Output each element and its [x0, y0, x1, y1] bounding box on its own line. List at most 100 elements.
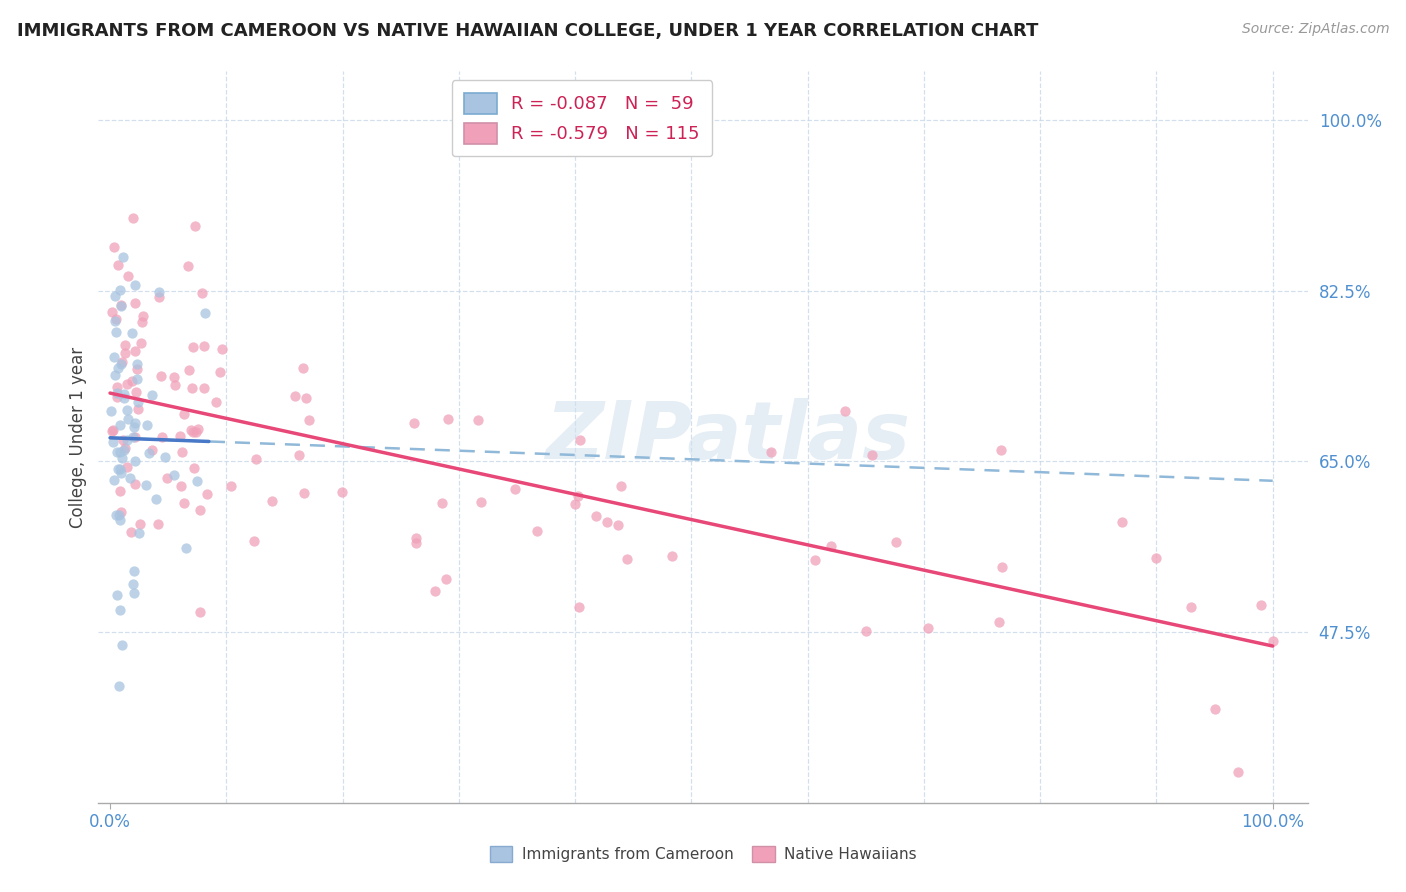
Point [191, 285, 214, 300]
Point [209, 364, 232, 378]
Point [122, 211, 145, 225]
Point [129, 516, 152, 531]
Point [124, 454, 146, 468]
Point [105, 380, 128, 394]
Point [141, 387, 163, 401]
Point [165, 378, 187, 392]
Point [114, 337, 136, 351]
Point [187, 422, 209, 436]
Legend: Immigrants from Cameroon, Native Hawaiians: Immigrants from Cameroon, Native Hawaiia… [484, 840, 922, 868]
Point [526, 524, 548, 538]
Point [434, 572, 457, 586]
Point [610, 478, 633, 492]
Point [195, 486, 218, 500]
Point [125, 372, 148, 386]
Point [759, 444, 782, 458]
Point [115, 377, 138, 392]
Point [117, 433, 139, 447]
Point [103, 474, 125, 488]
Point [1144, 551, 1167, 566]
Point [108, 679, 131, 693]
Point [181, 425, 204, 439]
Point [108, 603, 131, 617]
Point [104, 288, 127, 302]
Point [135, 418, 157, 433]
Point [205, 395, 228, 409]
Y-axis label: College, Under 1 year: College, Under 1 year [69, 346, 87, 528]
Point [405, 536, 427, 550]
Point [138, 446, 160, 460]
Point [103, 351, 125, 365]
Point [1111, 516, 1133, 530]
Point [121, 374, 143, 388]
Point [115, 459, 138, 474]
Point [188, 502, 211, 516]
Point [183, 461, 205, 475]
Point [148, 290, 170, 304]
Point [124, 278, 146, 293]
Point [124, 476, 146, 491]
Point [128, 525, 150, 540]
Text: ZIPatlas: ZIPatlas [544, 398, 910, 476]
Text: IMMIGRANTS FROM CAMEROON VS NATIVE HAWAIIAN COLLEGE, UNDER 1 YEAR CORRELATION CH: IMMIGRANTS FROM CAMEROON VS NATIVE HAWAI… [17, 22, 1038, 40]
Point [917, 621, 939, 635]
Point [292, 360, 315, 375]
Point [150, 369, 173, 384]
Point [124, 416, 146, 430]
Point [564, 497, 586, 511]
Point [125, 384, 148, 399]
Point [568, 599, 591, 614]
Point [661, 549, 683, 563]
Point [467, 413, 489, 427]
Point [180, 381, 202, 395]
Point [804, 552, 827, 566]
Point [184, 219, 207, 233]
Point [141, 443, 163, 458]
Point [193, 381, 215, 395]
Point [124, 564, 146, 578]
Text: Source: ZipAtlas.com: Source: ZipAtlas.com [1241, 22, 1389, 37]
Point [1250, 598, 1272, 612]
Point [1204, 701, 1226, 715]
Point [596, 516, 619, 530]
Point [110, 638, 132, 652]
Point [121, 576, 143, 591]
Point [219, 479, 242, 493]
Point [180, 423, 202, 437]
Point [118, 471, 141, 485]
Point [211, 342, 233, 356]
Point [163, 370, 186, 384]
Point [173, 496, 195, 510]
Point [135, 477, 157, 491]
Point [110, 505, 132, 519]
Point [104, 368, 127, 383]
Point [131, 315, 153, 329]
Point [105, 385, 128, 400]
Point [103, 423, 125, 437]
Point [114, 442, 136, 456]
Point [1261, 633, 1284, 648]
Point [117, 412, 139, 426]
Point [430, 496, 453, 510]
Point [585, 508, 607, 523]
Point [122, 586, 145, 600]
Point [124, 430, 146, 444]
Point [124, 420, 146, 434]
Point [103, 240, 125, 254]
Point [105, 508, 128, 522]
Point [108, 418, 131, 433]
Point [100, 404, 122, 418]
Point [155, 450, 177, 465]
Point [148, 285, 170, 299]
Point [125, 362, 148, 376]
Point [184, 425, 207, 440]
Point [104, 314, 127, 328]
Point [292, 485, 315, 500]
Point [121, 430, 143, 444]
Point [194, 306, 217, 320]
Point [105, 326, 128, 340]
Point [127, 395, 149, 409]
Point [988, 615, 1011, 629]
Point [437, 412, 460, 426]
Point [145, 491, 167, 506]
